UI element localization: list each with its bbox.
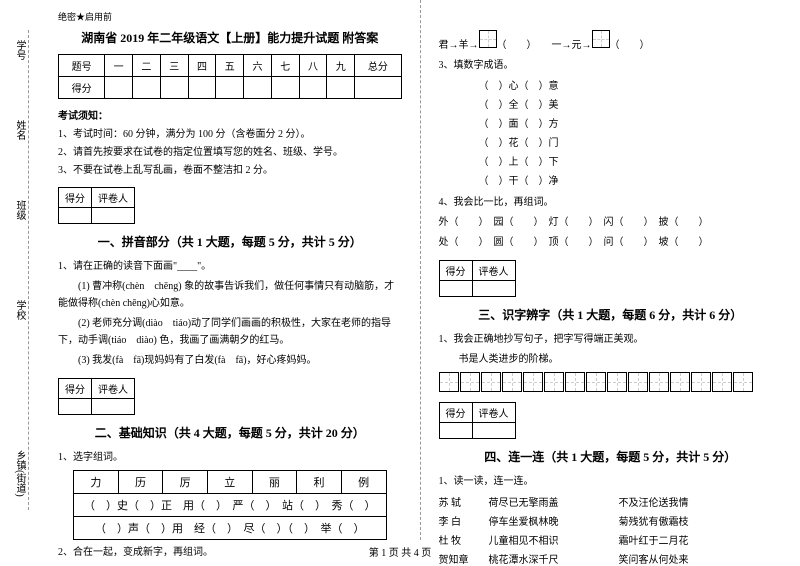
score-h10: 总分: [355, 55, 401, 77]
grade-box-3: 得分评卷人: [439, 260, 516, 297]
notice-2: 2、请首先按要求在试卷的指定位置填写您的姓名、班级、学号。: [58, 145, 402, 160]
notice-title: 考试须知：: [58, 109, 402, 124]
q4-w1[interactable]: 外（ ） 园（ ） 灯（ ） 闪（ ） 披（ ）: [439, 214, 783, 231]
exam-title: 湖南省 2019 年二年级语文【上册】能力提升试题 附答案: [58, 29, 402, 46]
fill-1[interactable]: （ ）心（ ）意: [479, 77, 783, 96]
s3-q1: 1、我会正确地抄写句子，把字写得端正美观。: [439, 331, 783, 348]
notice-1: 1、考试时间：60 分钟，满分为 100 分（含卷面分 2 分）。: [58, 127, 402, 142]
s1-q1c: (3) 我发(fà fā)现妈妈有了白发(fà fā)，好心疼妈妈。: [58, 352, 402, 369]
side-label-sid: 学号: [12, 40, 27, 60]
fill-3[interactable]: （ ）面（ ）方: [479, 115, 783, 134]
page-container: 学号 姓名 班级 学校 乡镇(街道) 绝密★启用前 湖南省 2019 年二年级语…: [0, 0, 800, 540]
score-h3: 三: [160, 55, 188, 77]
side-label-town: 乡镇(街道): [12, 450, 27, 497]
page-footer: 第 1 页 共 4 页: [0, 544, 800, 559]
box-compose-row: 君→羊→ （ ） 一→元→ （ ） 君→羊→（ ） 一→元→（ ）: [439, 30, 783, 54]
fill-5[interactable]: （ ）上（ ）下: [479, 153, 783, 172]
score-h1: 一: [105, 55, 133, 77]
section-1-title: 一、拼音部分（共 1 大题，每题 5 分，共计 5 分）: [58, 233, 402, 250]
match-2[interactable]: 李 白停车坐爱枫林晚菊残犹有傲霜枝: [439, 513, 783, 528]
side-label-name: 姓名: [12, 120, 27, 140]
notice-3: 3、不要在试卷上乱写乱画，卷面不整洁扣 2 分。: [58, 163, 402, 178]
score-h2: 二: [133, 55, 161, 77]
score-h7: 七: [271, 55, 299, 77]
score-h5: 五: [216, 55, 244, 77]
s1-q1: 1、请在正确的读音下面画"____"。: [58, 258, 402, 275]
s1-q1b: (2) 老师充分调(diào tiáo)动了同学们画画的积极性，大家在老师的指导…: [58, 315, 402, 349]
char-table: 力历厉立丽利例 （ ）史（ ）正 用（ ） 严（ ） 站（ ） 秀（ ） （ ）…: [73, 470, 387, 540]
section-3-title: 三、识字辨字（共 1 大题，每题 6 分，共计 6 分）: [439, 306, 783, 323]
exam-notice: 考试须知： 1、考试时间：60 分钟，满分为 100 分（含卷面分 2 分）。 …: [58, 109, 402, 178]
score-cell[interactable]: [105, 77, 133, 99]
s4-q1: 1、读一读，连一连。: [439, 473, 783, 490]
s1-q1a: (1) 曹冲称(chèn chēng) 象的故事告诉我们，做任何事情只有动脑筋，…: [58, 278, 402, 312]
fill-4[interactable]: （ ）花（ ）门: [479, 134, 783, 153]
idiom-fills: （ ）心（ ）意 （ ）全（ ）美 （ ）面（ ）方 （ ）花（ ）门 （ ）上…: [439, 77, 783, 191]
char-row3[interactable]: （ ）声（ ）用 经（ ） 尽（ ）（ ） 举（ ）: [74, 517, 387, 540]
left-column: 绝密★启用前 湖南省 2019 年二年级语文【上册】能力提升试题 附答案 题号 …: [40, 0, 421, 540]
score-h8: 八: [299, 55, 327, 77]
section-2-title: 二、基础知识（共 4 大题，每题 5 分，共计 20 分）: [58, 424, 402, 441]
grade-box-1: 得分评卷人: [58, 187, 135, 224]
fill-6[interactable]: （ ）干（ ）净: [479, 172, 783, 191]
secret-label: 绝密★启用前: [58, 10, 402, 23]
char-row2[interactable]: （ ）史（ ）正 用（ ） 严（ ） 站（ ） 秀（ ）: [74, 494, 387, 517]
write-box[interactable]: [479, 30, 497, 48]
match-1[interactable]: 苏 轼荷尽已无擎雨盖不及汪伦送我情: [439, 494, 783, 509]
fill-2[interactable]: （ ）全（ ）美: [479, 96, 783, 115]
binding-margin: 学号 姓名 班级 学校 乡镇(街道): [0, 0, 40, 540]
score-h4: 四: [188, 55, 216, 77]
copy-grid[interactable]: [439, 372, 783, 392]
q4: 4、我会比一比，再组词。: [439, 194, 783, 211]
write-box[interactable]: [592, 30, 610, 48]
fold-line: [28, 30, 29, 510]
grade-score: 得分: [59, 188, 92, 208]
side-label-school: 学校: [12, 300, 27, 320]
right-column: 君→羊→ （ ） 一→元→ （ ） 君→羊→（ ） 一→元→（ ） 3、填数字成…: [421, 0, 800, 540]
score-h6: 六: [244, 55, 272, 77]
section-4-title: 四、连一连（共 1 大题，每题 5 分，共计 5 分）: [439, 448, 783, 465]
q4-w2[interactable]: 处（ ） 圆（ ） 顶（ ） 问（ ） 坡（ ）: [439, 234, 783, 251]
q3: 3、填数字成语。: [439, 57, 783, 74]
score-h0: 题号: [59, 55, 105, 77]
score-r2: 得分: [59, 77, 105, 99]
side-label-class: 班级: [12, 200, 27, 220]
s3-q1a: 书是人类进步的阶梯。: [439, 351, 783, 368]
grade-box-2: 得分评卷人: [58, 378, 135, 415]
score-h9: 九: [327, 55, 355, 77]
score-table: 题号 一 二 三 四 五 六 七 八 九 总分 得分: [58, 54, 402, 99]
grade-box-4: 得分评卷人: [439, 402, 516, 439]
grade-marker: 评卷人: [92, 188, 135, 208]
s2-q1: 1、选字组词。: [58, 449, 402, 466]
